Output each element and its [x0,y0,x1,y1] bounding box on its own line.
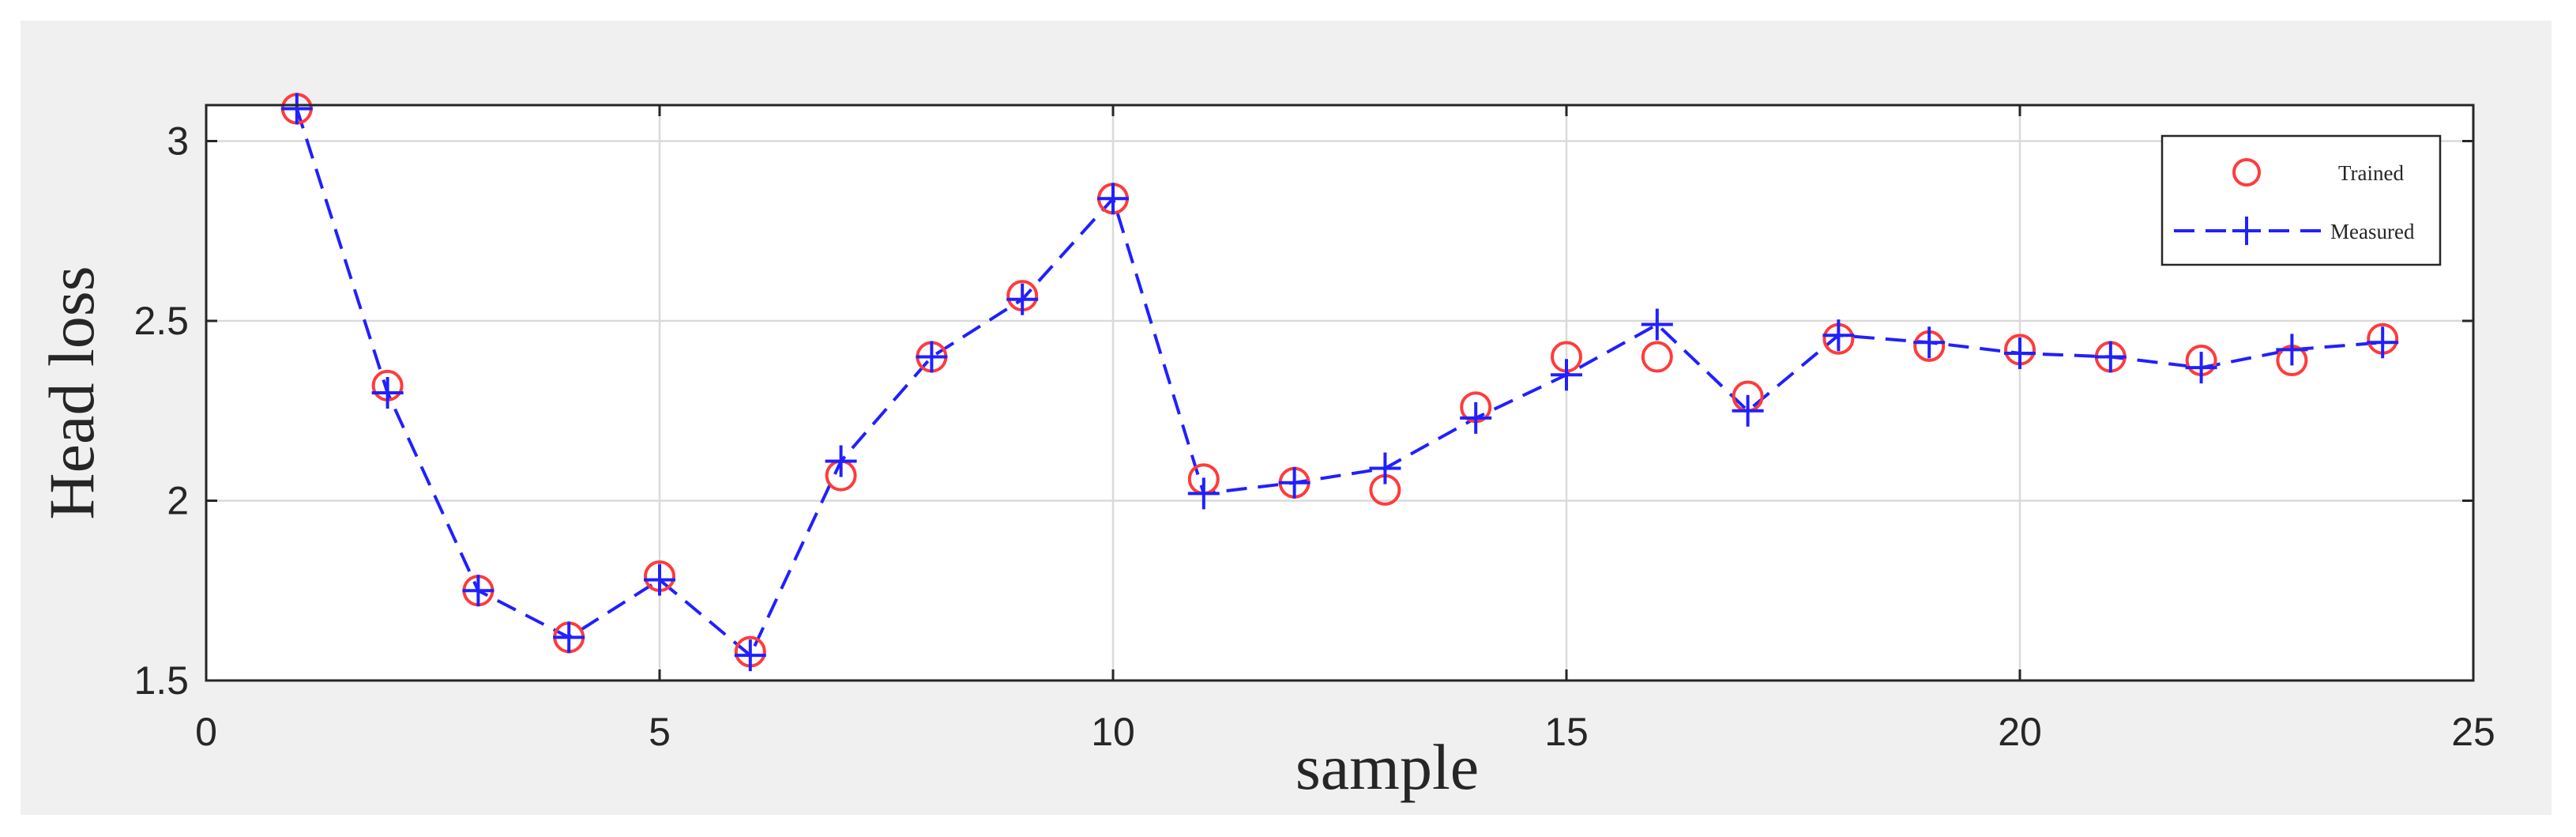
legend: Trained Measured [2160,134,2442,266]
legend-trained-label: Trained [2338,161,2405,185]
series-layer [280,92,2399,672]
measured-point [1822,319,1855,352]
measured-point [1460,402,1492,434]
measured-series-line [295,107,2383,658]
measured-point [1187,477,1220,510]
measured-point [2094,341,2127,373]
x-tick-label: 5 [649,710,671,754]
measured-point [1913,326,1946,359]
measured-point [1278,466,1311,499]
measured-point [462,575,495,607]
measured-point [371,377,404,409]
trained-point [1641,341,1673,373]
measured-point [2185,352,2217,384]
tick-layer: 0 5 10 15 20 25 1.5 2 2.5 3 [134,105,2495,754]
y-tick-label: 2 [167,479,189,523]
x-axis-label: sample [1296,731,1479,803]
measured-point [825,445,857,477]
measured-point [734,639,766,672]
plot-area [206,105,2473,681]
legend-trained-marker [2232,158,2261,187]
y-tick-label: 2.5 [134,299,189,343]
measured-point [2276,334,2308,366]
measured-point [1369,452,1401,484]
measured-point [553,621,585,654]
plot-border [205,104,2475,682]
measured-point [916,341,948,373]
grid-lines [206,105,2473,681]
measured-point [1732,394,1764,427]
y-tick-label: 3 [167,119,189,164]
x-tick-label: 25 [2451,710,2495,754]
measured-point [1641,308,1673,341]
x-tick-label: 15 [1544,710,1589,754]
measured-point [2367,326,2399,359]
y-axis-label: Head loss [36,266,107,519]
measured-point [1551,359,1582,391]
measured-point [1006,283,1039,315]
x-tick-label: 0 [195,710,217,754]
legend-box [2160,134,2442,266]
measured-point [280,92,313,125]
measured-point [644,564,675,596]
x-tick-label: 20 [1998,710,2042,754]
y-tick-label: 1.5 [134,658,189,703]
legend-measured-label: Measured [2330,220,2415,243]
measured-point [1097,183,1129,215]
measured-point [2004,337,2036,369]
x-tick-label: 10 [1091,710,1135,754]
